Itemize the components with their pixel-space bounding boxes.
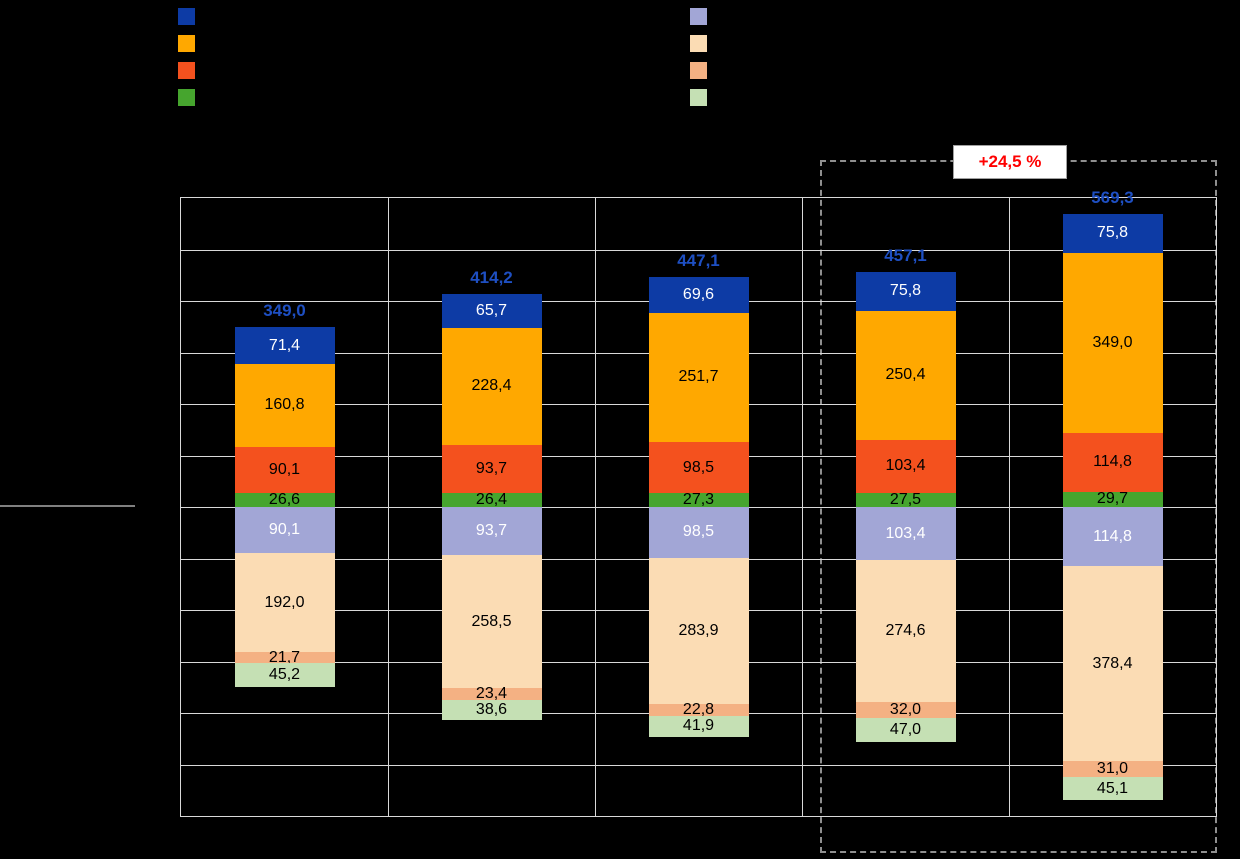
bar-segment-dark-blue: 71,4: [234, 327, 335, 365]
bar-segment-light-salmon: 31,0: [1062, 760, 1163, 777]
bar-total-label: 457,1: [884, 245, 927, 265]
legend-left-column: [178, 8, 195, 106]
bar-segment-green: 27,3: [648, 491, 749, 507]
bar-segment-red-orange: 93,7: [441, 445, 542, 494]
plot-area: 26,6 90,1 160,8 71,4 349,0 90,1 192,0 21,7 45,2 2…: [180, 188, 1217, 817]
bar-segment-dark-blue: 75,8: [855, 271, 956, 311]
bar-segment-orange: 228,4: [441, 327, 542, 446]
legend-swatch-dark-blue: [178, 8, 195, 25]
bar-segment-dark-blue: 65,7: [441, 293, 542, 328]
bar-segment-light-green: 41,9: [648, 715, 749, 738]
bar-segment-light-salmon: 22,8: [648, 701, 749, 717]
bar-segment-light-salmon: 32,0: [855, 701, 956, 719]
bar-segment-red-orange: 114,8: [1062, 432, 1163, 492]
delta-annotation-label: +24,5 %: [978, 152, 1042, 171]
bar-segment-orange: 250,4: [855, 310, 956, 440]
bar-segment-light-salmon: 23,4: [441, 686, 542, 702]
bar-segment-light-purple: 93,7: [441, 507, 542, 556]
bar-segment-dark-blue: 69,6: [648, 276, 749, 313]
bar-segment-red-orange: 103,4: [855, 439, 956, 493]
bar-segment-red-orange: 90,1: [234, 446, 335, 494]
bar-segment-light-peach: 378,4: [1062, 566, 1163, 761]
bar-segment-light-purple: 114,8: [1062, 507, 1163, 567]
bar-segment-light-purple: 90,1: [234, 507, 335, 554]
gridline-vertical: [1009, 198, 1010, 816]
legend-swatch-light-salmon: [690, 62, 707, 79]
bar-segment-light-peach: 274,6: [855, 560, 956, 702]
bar-segment-light-purple: 98,5: [648, 507, 749, 558]
legend-swatch-green: [178, 89, 195, 106]
gridline-vertical: [802, 198, 803, 816]
legend-swatch-light-peach: [690, 35, 707, 52]
bar-segment-light-green: 45,2: [234, 663, 335, 687]
bar-segment-red-orange: 98,5: [648, 442, 749, 493]
bar-segment-light-green: 38,6: [441, 700, 542, 721]
bar-segment-light-peach: 192,0: [234, 553, 335, 653]
bar-total-label: 569,3: [1091, 187, 1134, 207]
gridline-horizontal: [181, 249, 1216, 251]
gridline-vertical: [595, 198, 596, 816]
bar-segment-green: 29,7: [1062, 491, 1163, 507]
bar-segment-green: 26,6: [234, 492, 335, 507]
bar-segment-light-peach: 258,5: [441, 555, 542, 689]
bar-segment-light-peach: 283,9: [648, 557, 749, 704]
bar-segment-orange: 251,7: [648, 312, 749, 443]
bar-segment-dark-blue: 75,8: [1062, 213, 1163, 253]
bar-segment-light-purple: 103,4: [855, 507, 956, 561]
bar-segment-orange: 349,0: [1062, 252, 1163, 433]
bar-total-label: 447,1: [677, 250, 720, 270]
legend-swatch-light-purple: [690, 8, 707, 25]
bar-segment-green: 26,4: [441, 492, 542, 507]
bar-segment-green: 27,5: [855, 491, 956, 507]
legend-swatch-red-orange: [178, 62, 195, 79]
bar-segment-orange: 160,8: [234, 364, 335, 447]
delta-annotation-box: +24,5 %: [953, 145, 1067, 179]
bar-segment-light-green: 47,0: [855, 718, 956, 743]
bar-segment-light-salmon: 21,7: [234, 649, 335, 666]
bar-total-label: 414,2: [470, 267, 513, 287]
axis-zero-line: [0, 505, 135, 507]
bar-segment-light-green: 45,1: [1062, 776, 1163, 801]
legend-swatch-orange: [178, 35, 195, 52]
bar-total-label: 349,0: [263, 301, 306, 321]
gridline-vertical: [388, 198, 389, 816]
gridline-horizontal: [181, 764, 1216, 766]
legend-right-column: [690, 8, 707, 106]
legend-swatch-light-green: [690, 89, 707, 106]
